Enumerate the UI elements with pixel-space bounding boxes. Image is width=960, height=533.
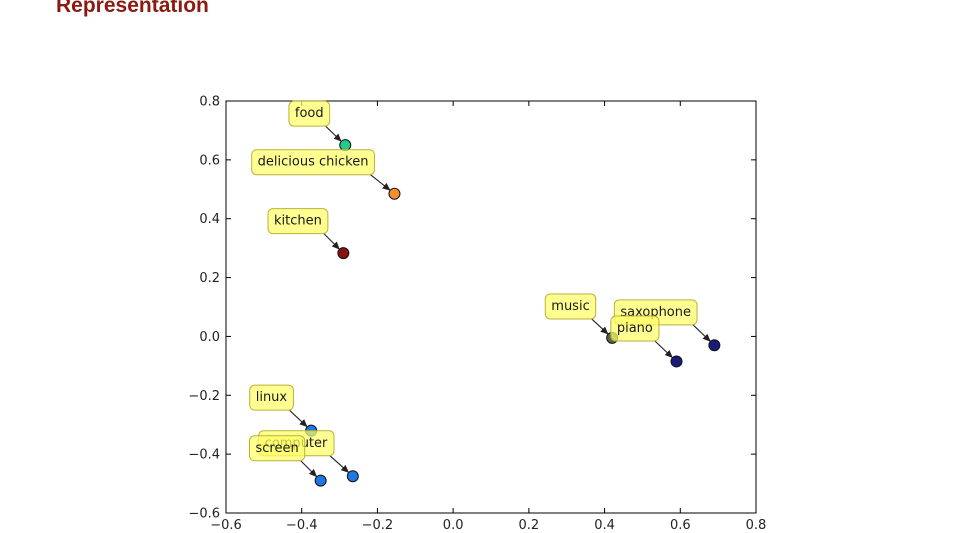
annotation-box [248,435,306,462]
slide-title: Representation [56,0,209,17]
data-point [670,355,683,368]
annotation-arrow [300,460,318,478]
point-annotation: kitchen [267,208,329,235]
annotation-label: piano [617,321,653,336]
y-tick-label: 0.6 [199,153,220,168]
annotation-label: delicious chicken [258,155,369,170]
point-annotation: linux [249,384,294,411]
annotation-arrow [654,340,673,359]
y-tick-label: 0.0 [199,330,220,345]
y-tick-label: 0.8 [199,95,220,110]
annotation-label: linux [256,390,288,405]
x-tick-label: 0.8 [746,518,767,533]
annotation-box [251,149,375,176]
data-point [346,470,359,483]
point-annotation: screen [248,435,306,462]
annotation-box [267,208,329,235]
data-point [337,247,350,260]
y-tick-label: −0.6 [188,507,220,522]
y-tick-label: −0.2 [188,389,220,404]
annotation-arrow [370,174,391,191]
annotation-arrow [329,455,350,473]
x-tick-label: −0.6 [210,518,242,533]
axis-ticks: −0.6 −0.4 −0.2 0.0 0.2 0.4 0.6 0.8 0.8 0.6 0.4 0.2 0… [188,95,766,533]
x-tick-label: 0.4 [594,518,615,533]
annotation-arrow [289,409,308,428]
annotation-label: screen [255,441,298,456]
annotation-arrows [289,125,711,478]
x-tick-label: 0.2 [519,518,540,533]
x-tick-label: −0.4 [286,518,318,533]
y-tick-label: 0.4 [199,212,220,227]
x-tick-label: 0.6 [670,518,691,533]
point-annotation: food [288,100,331,127]
data-point [388,187,401,200]
point-annotation: music [544,293,597,320]
annotation-box [544,293,597,320]
data-point [339,139,352,152]
annotation-label: music [551,299,589,314]
annotation-label: kitchen [274,214,322,229]
y-tick-label: −0.4 [188,448,220,463]
point-annotation: delicious chicken [251,149,375,176]
data-point [314,474,327,487]
x-tick-label: 0.0 [443,518,464,533]
annotation-box [249,384,294,411]
annotation-arrow [325,125,342,142]
x-tick-label: −0.2 [362,518,394,533]
annotation-arrow [692,324,711,342]
annotation-box [610,315,660,342]
data-point [708,339,721,352]
annotation-label: food [295,106,324,121]
point-annotation: piano [610,315,660,342]
annotation-box [288,100,331,127]
y-tick-label: 0.2 [199,271,220,286]
annotation-arrow [323,233,340,250]
annotation-arrow [591,318,609,335]
